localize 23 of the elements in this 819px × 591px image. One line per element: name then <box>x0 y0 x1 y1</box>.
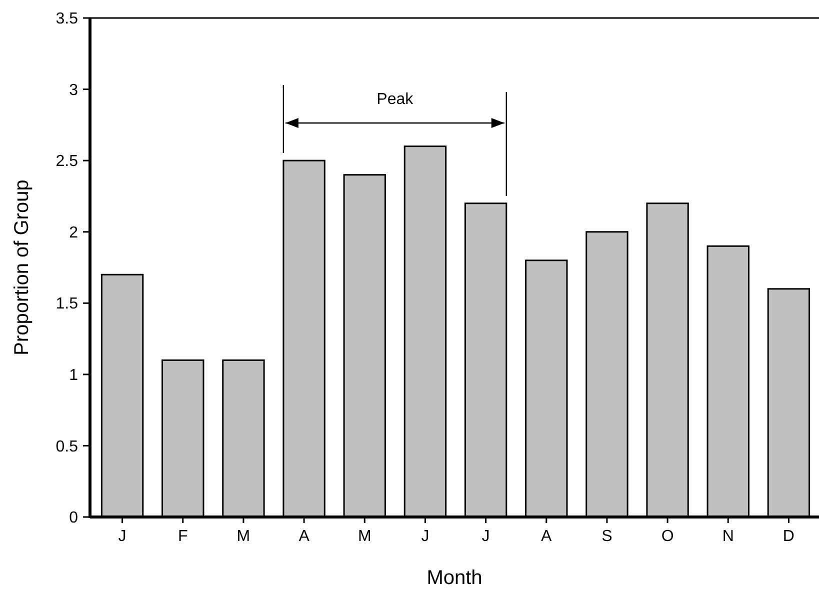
x-tick-label: J <box>421 528 430 545</box>
x-tick-label: M <box>236 528 250 545</box>
x-tick-label: N <box>722 528 734 545</box>
y-axis-title: Proportion of Group <box>11 180 33 356</box>
x-tick-label: M <box>358 528 372 545</box>
x-tick-label: F <box>178 528 188 545</box>
x-tick-label: J <box>482 528 490 545</box>
x-tick-label: O <box>661 528 674 545</box>
y-tick-label: 0 <box>69 510 78 527</box>
annotation: Peak <box>376 91 414 108</box>
x-tick-label: A <box>298 528 310 545</box>
y-tick-label: 2.5 <box>56 153 78 170</box>
y-tick-label: 3.5 <box>56 10 78 28</box>
x-tick-label: S <box>602 528 612 545</box>
x-tick-label: J <box>118 528 126 545</box>
x-tick-label: A <box>541 528 552 545</box>
y-tick-label: 2 <box>69 224 78 242</box>
x-axis-title: Month <box>426 567 482 589</box>
y-tick-label: 0.5 <box>56 438 78 456</box>
y-tick-label: 1.5 <box>56 296 78 313</box>
x-tick-label: D <box>782 528 794 545</box>
y-tick-label: 1 <box>69 367 78 384</box>
y-tick-label: 3 <box>69 82 78 99</box>
